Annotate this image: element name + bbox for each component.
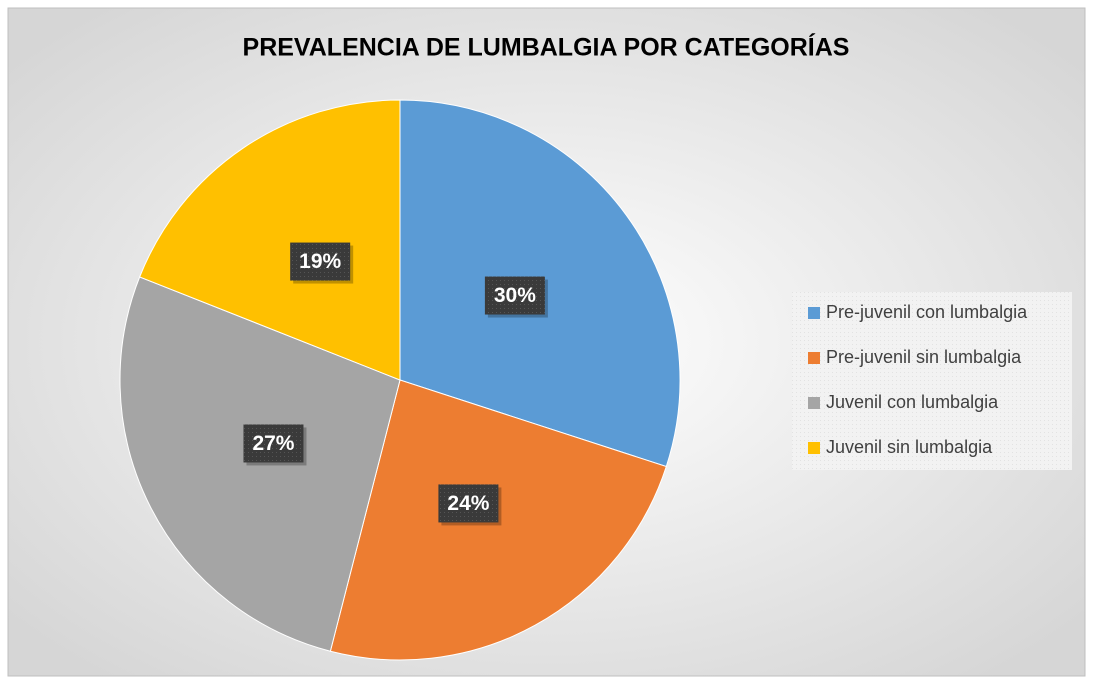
data-label: 19% bbox=[299, 250, 341, 273]
data-label: 30% bbox=[494, 284, 536, 307]
legend-swatch bbox=[808, 307, 820, 319]
legend-label: Pre-juvenil sin lumbalgia bbox=[826, 347, 1022, 367]
data-label-box bbox=[290, 242, 351, 281]
pie-slice bbox=[139, 99, 401, 381]
data-label-box bbox=[243, 424, 304, 463]
legend-label: Juvenil con lumbalgia bbox=[826, 392, 999, 412]
legend-background bbox=[792, 292, 1072, 470]
chart-title: PREVALENCIA DE LUMBALGIA POR CATEGORÍAS bbox=[243, 33, 850, 62]
data-label: 27% bbox=[252, 432, 294, 455]
data-label-box bbox=[438, 484, 499, 523]
legend-label: Pre-juvenil con lumbalgia bbox=[826, 302, 1028, 322]
legend-swatch bbox=[808, 442, 820, 454]
legend-swatch bbox=[808, 352, 820, 364]
legend-swatch bbox=[808, 397, 820, 409]
legend-label: Juvenil sin lumbalgia bbox=[826, 437, 993, 457]
data-label-box bbox=[484, 276, 545, 315]
pie-slice bbox=[119, 276, 401, 652]
data-label: 24% bbox=[447, 492, 489, 515]
